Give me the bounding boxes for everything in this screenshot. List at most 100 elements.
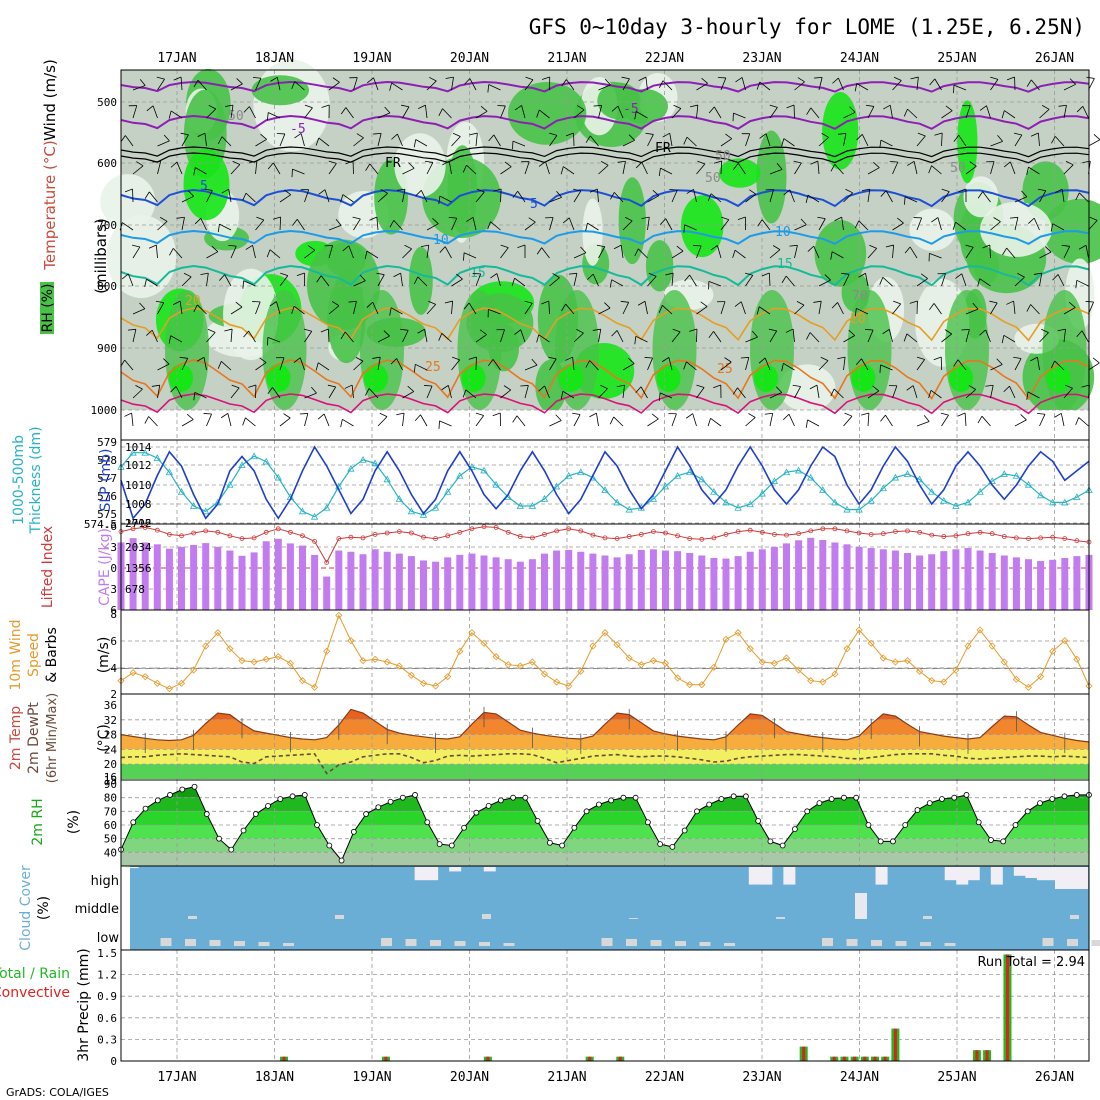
wind-barb-flag [242, 192, 247, 201]
wind-barb-flag [242, 280, 245, 289]
wind-barb [426, 385, 433, 399]
wind10-point [637, 661, 645, 669]
wind-barb-flag [782, 413, 790, 421]
wind-barb [1039, 190, 1047, 203]
cape-bar [952, 549, 960, 610]
wind-barb-flag [838, 132, 847, 135]
wind-barb-flag [1001, 335, 1005, 344]
precip-conv-bar [975, 1050, 979, 1061]
wind-barb [841, 217, 844, 231]
rh-point [130, 819, 137, 826]
wind-barb-flag [928, 165, 932, 174]
wind-barb-flag [193, 167, 196, 176]
wind-barb [765, 133, 771, 147]
rh-patch [680, 195, 724, 258]
wind-barb [880, 364, 893, 371]
wind-barb-flag [524, 300, 533, 304]
wind-barb [696, 245, 702, 259]
thickness-point [903, 470, 912, 477]
wind-barb [769, 392, 782, 399]
cape-axis-label: CAPE (J/kg) [97, 528, 113, 606]
rh-point [277, 796, 284, 802]
wind-barb [475, 133, 478, 147]
wind-barb-flag [848, 329, 856, 336]
wind-barb [659, 392, 673, 399]
temp-line [120, 708, 1090, 743]
wind10-barb [496, 667, 509, 670]
rh-point [1061, 793, 1068, 800]
wind10-barb [568, 667, 581, 670]
precip-total-label: Total / Rain [0, 966, 70, 982]
thickness-point [250, 452, 258, 460]
wind-barb-flag [775, 386, 783, 393]
cape-bar [1000, 555, 1008, 610]
rh-point [497, 797, 504, 804]
li-point [820, 526, 826, 532]
wind10-point [323, 647, 331, 655]
wind-barb [155, 245, 158, 259]
wind-barb-flag [332, 77, 340, 83]
wind-barb-flag [315, 137, 320, 146]
rh-point [792, 826, 798, 832]
wind-barb-flag [514, 105, 522, 111]
wind-barb [745, 133, 751, 147]
cloud-level-label: middle [75, 902, 119, 917]
wind-barb [344, 331, 354, 343]
wind-barb-flag [168, 110, 172, 119]
wind10-barb [968, 667, 981, 670]
wind-barb [671, 331, 681, 343]
wind-barb-flag [609, 279, 613, 288]
cape-bar [904, 553, 911, 610]
cape-bar [637, 549, 645, 610]
chart-title: GFS 0~10day 3-hourly for LOME (1.25E, 6.… [529, 15, 1085, 39]
y-tick-label: -6 [104, 520, 117, 533]
wind-barb-flag [514, 329, 522, 335]
wind-barb [151, 329, 158, 343]
wind-barb [720, 219, 730, 231]
wind10-point [504, 661, 512, 669]
wind10-point [419, 679, 428, 687]
wind10-barb [859, 667, 872, 670]
wind-barb [1014, 276, 1025, 287]
wind-barb [328, 305, 340, 315]
wind10-point [734, 629, 742, 637]
wind-barb-flag [1009, 216, 1018, 219]
wind-barb [204, 133, 207, 147]
wind-barb-flag [464, 78, 471, 85]
wind-barb [904, 196, 918, 203]
wind-barb-flag [676, 245, 684, 252]
wind10-barb [387, 667, 400, 670]
wind-barb-flag [708, 331, 714, 339]
wind-barb-flag [724, 357, 732, 363]
thickness-point [758, 489, 766, 497]
rh-patch [306, 239, 381, 330]
wind-barb-flag [479, 329, 487, 335]
rh-point [534, 818, 541, 824]
dewpoint-line [120, 752, 1090, 775]
wind-barb-flag [879, 277, 884, 285]
wind-barb [696, 387, 705, 399]
wind-barb [622, 161, 626, 175]
li-point [663, 530, 668, 536]
wind-barb-flag [805, 419, 808, 428]
thickness-point [407, 507, 416, 515]
y-tick-label: 579 [97, 436, 117, 449]
wind-barb [981, 415, 991, 427]
rh-point [963, 792, 970, 798]
contour-label: 5 [200, 179, 208, 194]
y-tick-label: 40 [104, 846, 117, 859]
wind-barb [544, 385, 550, 399]
wind-barb [127, 273, 134, 287]
wind-barb [500, 166, 512, 175]
wind-barb [206, 108, 217, 119]
wind-barb-flag [462, 164, 467, 173]
thickness-point [601, 486, 609, 493]
thickness-point [419, 511, 428, 518]
wind-barb [1039, 332, 1049, 343]
wind-barb [157, 302, 165, 315]
wind10-barb [1076, 667, 1090, 670]
thickness-point [734, 503, 742, 511]
wind-barb-flag [1036, 412, 1046, 415]
wind-barb-flag [928, 390, 932, 399]
wind-barb-flag [525, 76, 534, 81]
